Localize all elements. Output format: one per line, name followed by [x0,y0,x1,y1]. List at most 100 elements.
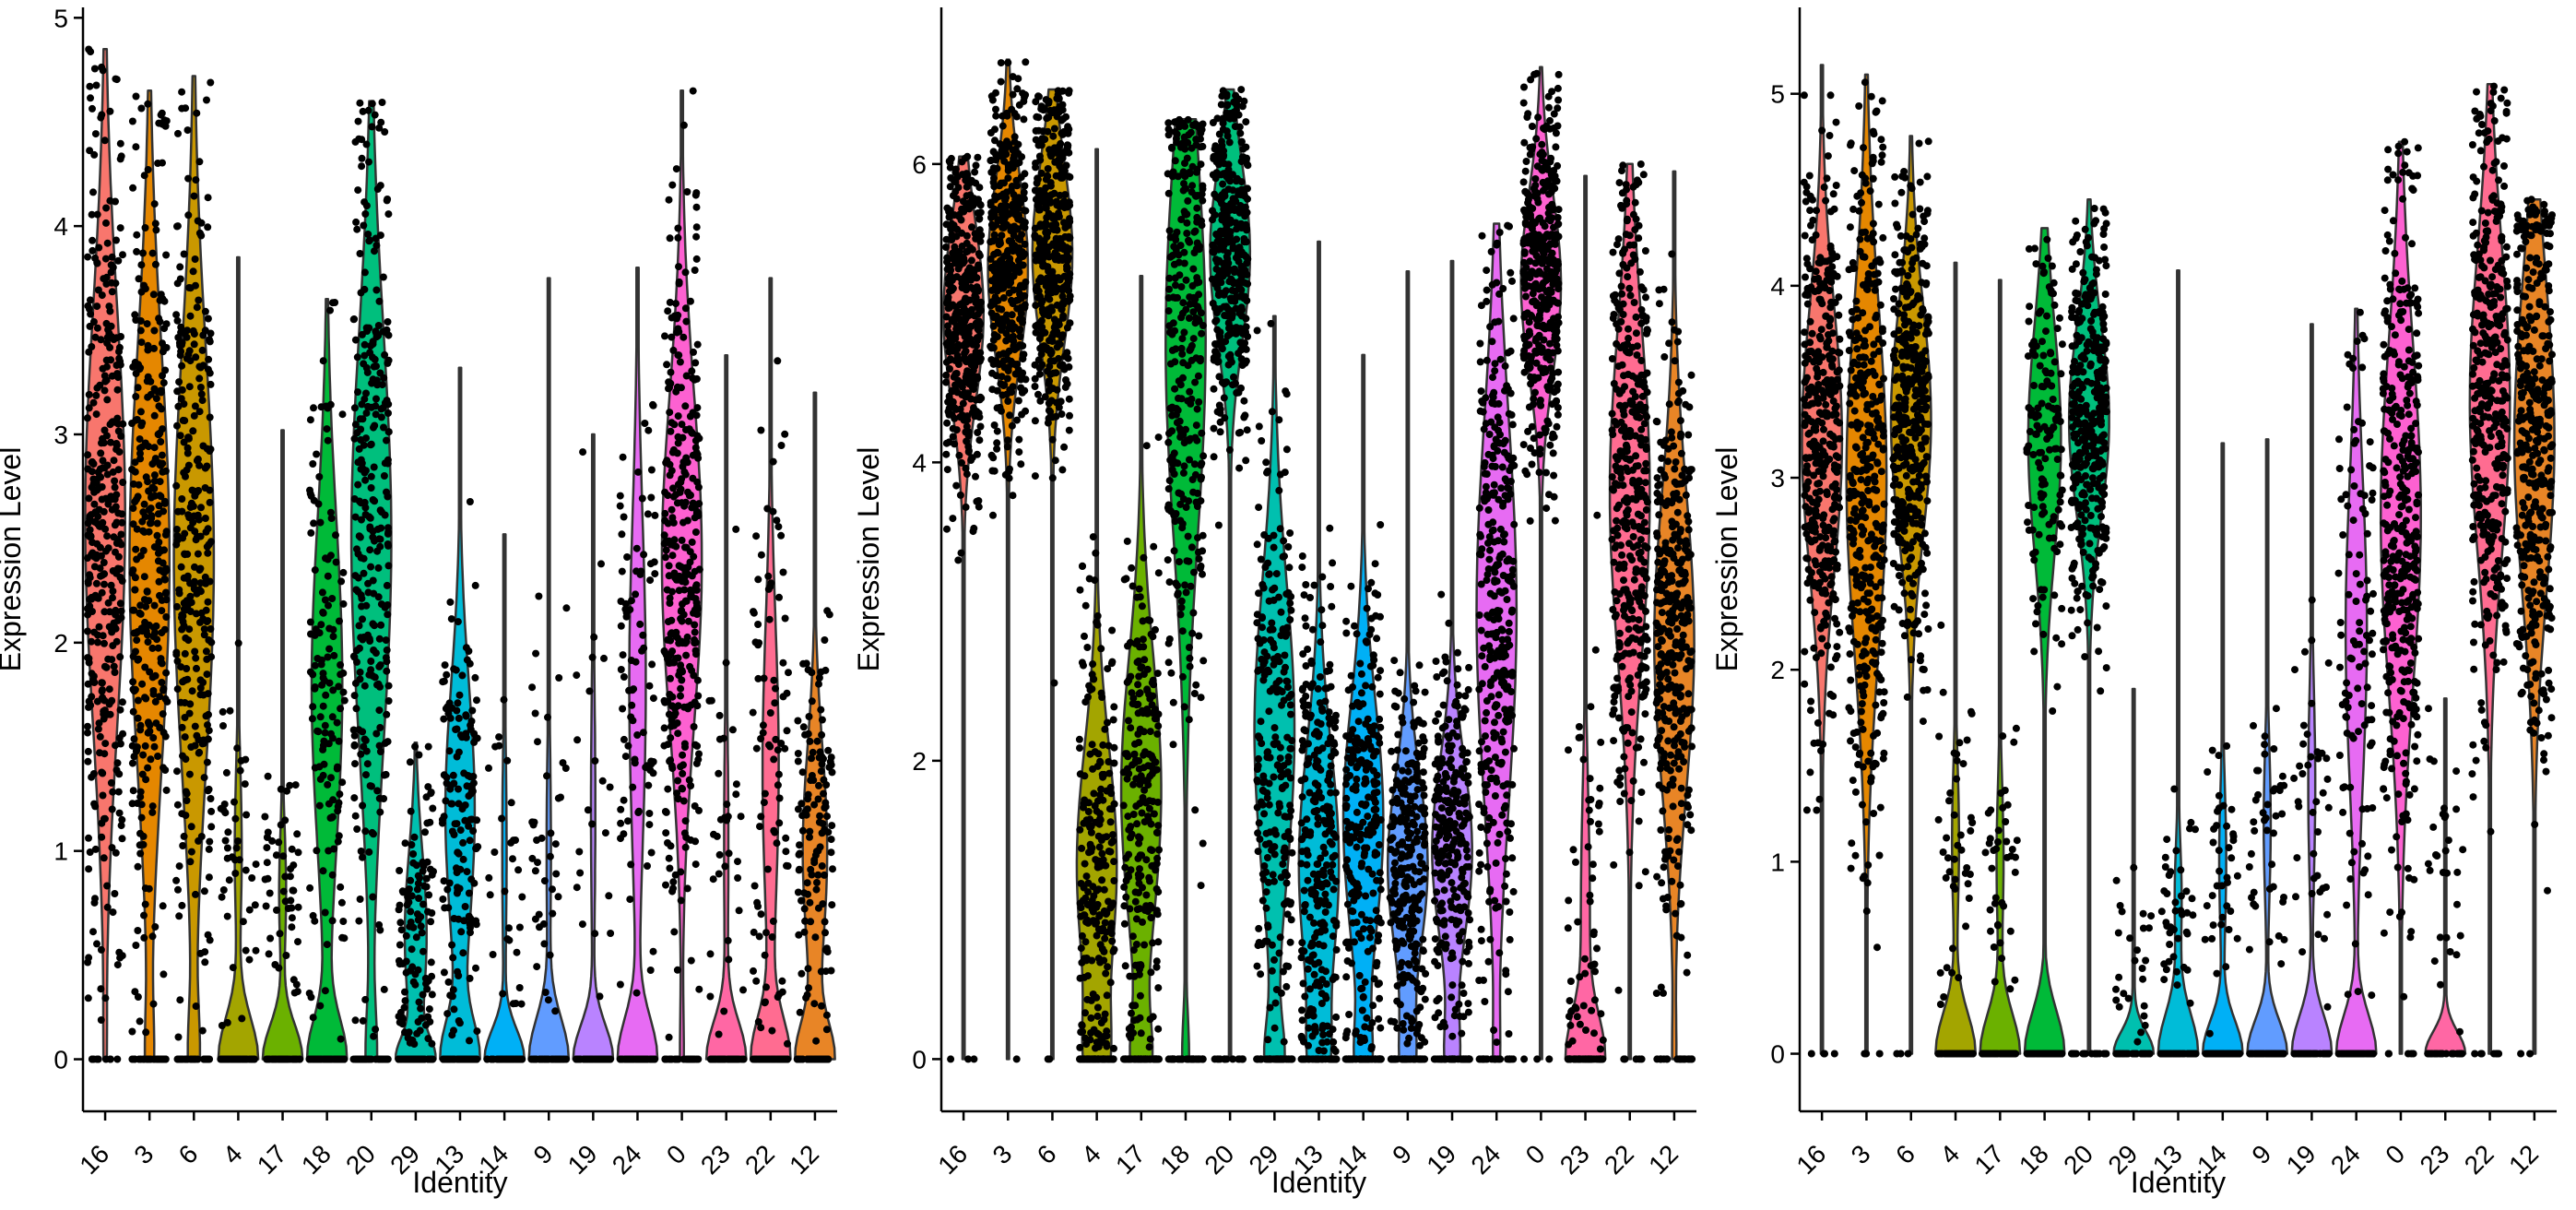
data-point [311,684,319,693]
data-point [85,703,92,711]
data-point [806,737,814,745]
data-point [991,136,998,145]
data-point [463,868,471,876]
data-point [306,486,313,494]
data-point [1038,305,1046,314]
data-point [376,535,384,543]
data-point [1081,860,1089,868]
data-point [1015,448,1023,457]
data-point [538,834,546,842]
data-point [1014,75,1022,83]
data-point [1002,350,1010,358]
data-point [370,362,378,371]
data-point [454,618,462,626]
data-point [624,741,632,750]
data-point [100,854,108,862]
data-point [804,965,812,973]
data-point [396,1018,404,1026]
data-point [195,748,204,756]
data-point [671,574,679,582]
data-point [183,326,191,335]
data-point [350,495,359,503]
data-point [987,157,995,165]
data-point [131,574,139,582]
data-point [158,596,166,604]
data-point [723,801,731,809]
data-point [90,500,99,508]
data-point [818,760,826,768]
data-point [963,370,971,378]
data-point [95,623,103,631]
data-point [1036,156,1045,164]
data-point [1022,407,1030,415]
data-point [89,104,96,113]
data-point [181,714,189,721]
data-point [725,849,733,858]
data-point [370,647,378,654]
data-point [384,318,392,326]
data-point [355,622,363,630]
data-point [971,412,979,421]
data-point [1095,843,1104,851]
data-point [1076,899,1084,908]
data-point [470,738,479,746]
data-point [955,451,963,459]
data-point [180,832,188,840]
data-point [673,499,681,507]
data-point [447,615,455,623]
data-point [290,989,299,997]
data-point [680,586,689,594]
data-point [963,470,971,479]
data-point [192,890,199,898]
data-point [754,674,762,682]
data-point [644,781,653,789]
data-point [954,556,963,564]
data-point [665,196,673,204]
data-point [946,287,953,295]
data-point [307,528,315,537]
data-point [455,714,463,722]
data-point [649,400,656,409]
data-point [306,884,314,892]
data-point [369,893,377,901]
data-point [762,929,770,937]
data-point [675,327,683,336]
data-point [411,980,419,989]
data-point [190,487,198,495]
data-point [191,563,198,571]
data-point [383,436,390,445]
data-point [946,365,953,373]
data-point [757,551,765,559]
data-point [617,819,625,827]
data-point [1019,342,1027,350]
data-point [132,92,140,101]
data-point [551,840,560,848]
data-point [384,1055,392,1063]
data-point [690,723,698,730]
data-point [1013,304,1022,313]
data-point [355,532,363,540]
data-point [261,813,269,821]
data-point [471,581,479,589]
data-point [158,679,166,686]
data-point [90,150,99,159]
data-point [275,838,283,847]
data-point [1048,474,1057,482]
data-point [99,791,107,800]
data-point [445,1055,454,1063]
data-point [242,866,250,874]
data-point [148,644,157,652]
data-point [1006,465,1013,473]
data-point [143,320,151,328]
data-point [794,717,802,725]
data-point [795,850,803,859]
data-point [174,507,183,516]
data-point [453,820,461,828]
data-point [178,495,186,503]
data-point [172,876,181,884]
data-point [992,112,1000,120]
data-point [671,709,679,718]
data-point [196,384,205,391]
data-point [467,815,475,824]
